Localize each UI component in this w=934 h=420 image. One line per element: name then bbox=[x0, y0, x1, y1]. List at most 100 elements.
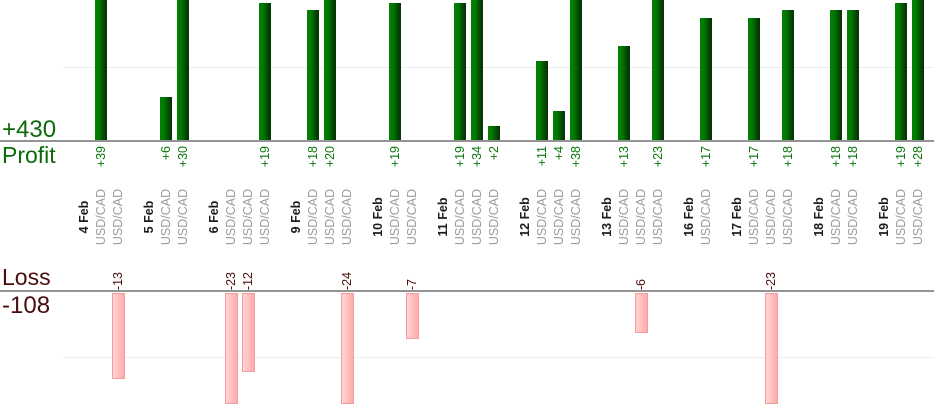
profit-bar bbox=[307, 10, 319, 140]
date-label: 9 Feb bbox=[289, 200, 303, 234]
pair-label: USD/CAD bbox=[569, 188, 583, 246]
profit-bar bbox=[847, 10, 859, 140]
profit-plot-area bbox=[0, 0, 934, 140]
profit-bar bbox=[748, 17, 760, 140]
profit-value-label: +19 bbox=[388, 146, 402, 168]
profit-value-label: +30 bbox=[176, 146, 190, 168]
pair-label: USD/CAD bbox=[340, 188, 354, 246]
pair-label: USD/CAD bbox=[323, 188, 337, 246]
loss-axis-title: Loss bbox=[2, 264, 51, 290]
loss-value-label: -6 bbox=[634, 278, 648, 290]
profit-bar bbox=[177, 0, 189, 140]
profit-bar bbox=[324, 0, 336, 140]
loss-value-label: -12 bbox=[241, 271, 255, 290]
profit-bar bbox=[389, 3, 401, 140]
loss-plot-area bbox=[0, 293, 934, 420]
profit-value-label: +17 bbox=[699, 146, 713, 168]
date-axis-labels: 4 Feb USD/CAD USD/CAD 5 Feb USD/CAD USD/CAD 6 … bbox=[0, 170, 934, 264]
date-label: 6 Feb bbox=[207, 200, 221, 234]
pair-label: USD/CAD bbox=[911, 188, 925, 246]
loss-bar bbox=[635, 293, 648, 333]
loss-bar bbox=[341, 293, 354, 404]
profit-bar bbox=[454, 3, 466, 140]
profit-value-label: +38 bbox=[569, 146, 583, 168]
profit-bar bbox=[160, 96, 172, 140]
pair-label: USD/CAD bbox=[224, 188, 238, 246]
profit-value-label: +39 bbox=[94, 146, 108, 168]
loss-bar bbox=[406, 293, 419, 340]
pair-label: USD/CAD bbox=[176, 188, 190, 246]
pair-label: USD/CAD bbox=[306, 188, 320, 246]
loss-value-label: -23 bbox=[224, 271, 238, 290]
loss-bar bbox=[765, 293, 778, 404]
profit-value-label: +13 bbox=[617, 146, 631, 168]
loss-value-label: -13 bbox=[111, 271, 125, 290]
loss-value-label: -23 bbox=[764, 271, 778, 290]
loss-value-label: -24 bbox=[340, 271, 354, 290]
pair-label: USD/CAD bbox=[453, 188, 467, 246]
pair-label: USD/CAD bbox=[388, 188, 402, 246]
date-label: 17 Feb bbox=[730, 197, 744, 237]
pair-label: USD/CAD bbox=[829, 188, 843, 246]
pair-label: USD/CAD bbox=[241, 188, 255, 246]
profit-value-label: +19 bbox=[453, 146, 467, 168]
profit-value-label: +18 bbox=[781, 146, 795, 168]
profit-bar bbox=[912, 0, 924, 140]
profit-value-label: +18 bbox=[829, 146, 843, 168]
profit-value-label: +18 bbox=[306, 146, 320, 168]
profit-bar bbox=[830, 10, 842, 140]
date-label: 5 Feb bbox=[142, 200, 156, 234]
profit-axis-line bbox=[0, 140, 934, 142]
loss-axis-line bbox=[0, 290, 934, 292]
profit-bar bbox=[652, 0, 664, 140]
date-label: 12 Feb bbox=[518, 197, 532, 237]
profit-value-label: +19 bbox=[258, 146, 272, 168]
pair-label: USD/CAD bbox=[781, 188, 795, 246]
profit-value-label: +17 bbox=[747, 146, 761, 168]
pair-label: USD/CAD bbox=[94, 188, 108, 246]
date-label: 11 Feb bbox=[436, 197, 450, 237]
profit-value-label: +34 bbox=[470, 146, 484, 168]
loss-value-labels: -13 -23 -12 -24 -7 -6 -23 bbox=[0, 252, 934, 290]
date-label: 18 Feb bbox=[812, 197, 826, 237]
profit-bar bbox=[553, 111, 565, 140]
profit-bar bbox=[259, 3, 271, 140]
date-label: 16 Feb bbox=[682, 197, 696, 237]
date-label: 10 Feb bbox=[371, 197, 385, 237]
loss-bar bbox=[112, 293, 125, 379]
profit-value-label: +20 bbox=[323, 146, 337, 168]
pair-label: USD/CAD bbox=[111, 188, 125, 246]
pair-label: USD/CAD bbox=[159, 188, 173, 246]
date-label: 13 Feb bbox=[600, 197, 614, 237]
loss-bar bbox=[242, 293, 255, 373]
pair-label: USD/CAD bbox=[617, 188, 631, 246]
profit-total: +430 bbox=[2, 116, 57, 143]
pair-label: USD/CAD bbox=[470, 188, 484, 246]
profit-bar bbox=[570, 0, 582, 140]
profit-value-label: +18 bbox=[846, 146, 860, 168]
pair-label: USD/CAD bbox=[651, 188, 665, 246]
profit-axis-title: Profit bbox=[2, 142, 56, 168]
loss-bar bbox=[225, 293, 238, 404]
profit-value-label: +2 bbox=[487, 146, 501, 161]
pair-label: USD/CAD bbox=[535, 188, 549, 246]
pair-label: USD/CAD bbox=[894, 188, 908, 246]
profit-bar bbox=[488, 125, 500, 140]
profit-value-label: +19 bbox=[894, 146, 908, 168]
date-label: 4 Feb bbox=[77, 200, 91, 234]
pair-label: USD/CAD bbox=[764, 188, 778, 246]
pair-label: USD/CAD bbox=[405, 188, 419, 246]
pair-label: USD/CAD bbox=[258, 188, 272, 246]
profit-bar bbox=[895, 3, 907, 140]
profit-value-label: +28 bbox=[911, 146, 925, 168]
pair-label: USD/CAD bbox=[634, 188, 648, 246]
profit-bar bbox=[95, 0, 107, 140]
date-label: 19 Feb bbox=[877, 197, 891, 237]
profit-bar bbox=[782, 10, 794, 140]
loss-value-label: -7 bbox=[405, 278, 419, 290]
profit-gridline bbox=[63, 67, 934, 68]
pair-label: USD/CAD bbox=[552, 188, 566, 246]
profit-bar bbox=[618, 46, 630, 140]
profit-value-label: +4 bbox=[552, 146, 566, 161]
